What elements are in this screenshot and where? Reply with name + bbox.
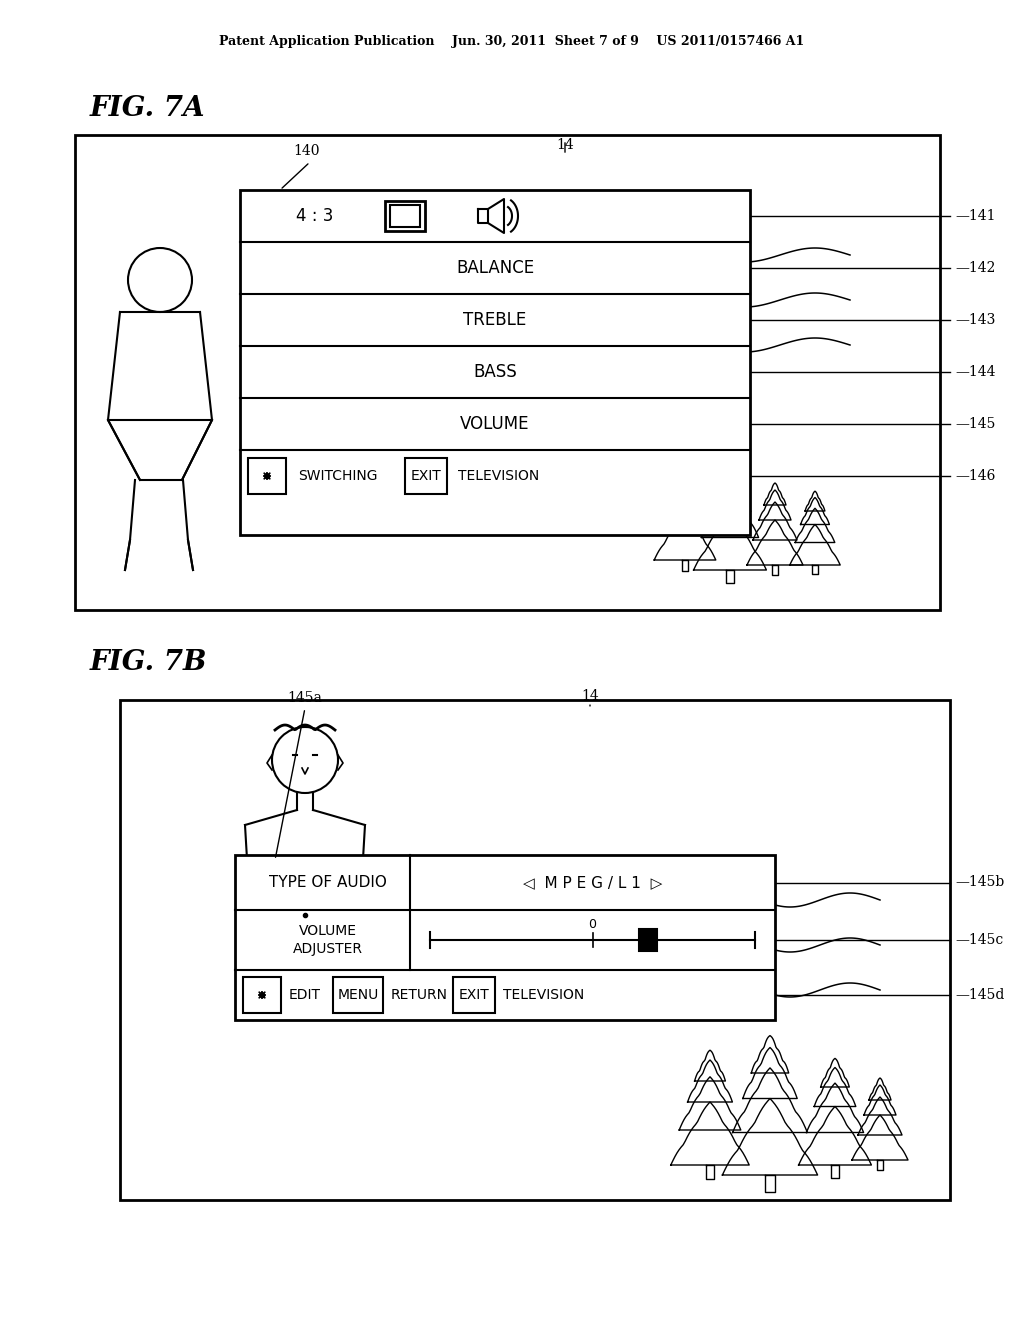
- Text: VOLUME
ADJUSTER: VOLUME ADJUSTER: [293, 924, 362, 956]
- Text: —141: —141: [955, 209, 995, 223]
- Text: FIG. 7A: FIG. 7A: [90, 95, 206, 121]
- Text: —145: —145: [955, 417, 995, 432]
- Text: FIG. 7B: FIG. 7B: [90, 648, 208, 676]
- Text: —144: —144: [955, 366, 995, 379]
- Text: 140: 140: [294, 144, 321, 158]
- Text: TREBLE: TREBLE: [464, 312, 526, 329]
- Text: —146: —146: [955, 469, 995, 483]
- Text: EDIT: EDIT: [289, 987, 321, 1002]
- Text: SWITCHING: SWITCHING: [298, 469, 378, 483]
- Bar: [290, 908, 319, 923]
- Bar: [234, 855, 775, 1020]
- Text: EXIT: EXIT: [411, 469, 441, 483]
- Text: VOLUME: VOLUME: [460, 414, 529, 433]
- Bar: [453, 977, 495, 1012]
- Text: EXIT: EXIT: [459, 987, 489, 1002]
- Text: TYPE OF AUDIO: TYPE OF AUDIO: [268, 875, 386, 890]
- Text: ◁  M P E G / L 1  ▷: ◁ M P E G / L 1 ▷: [523, 875, 663, 890]
- Bar: [333, 977, 383, 1012]
- Text: BASS: BASS: [473, 363, 517, 381]
- Text: TELEVISION: TELEVISION: [503, 987, 585, 1002]
- Bar: [406, 458, 447, 494]
- Text: 4 : 3: 4 : 3: [296, 207, 334, 224]
- Bar: [120, 700, 950, 1200]
- Text: 14: 14: [556, 139, 573, 152]
- Text: BALANCE: BALANCE: [456, 259, 535, 277]
- Bar: [243, 977, 281, 1012]
- Text: 145a: 145a: [288, 690, 323, 705]
- Bar: [639, 929, 656, 950]
- Text: —145b: —145b: [955, 875, 1005, 890]
- Text: —142: —142: [955, 261, 995, 275]
- Bar: [385, 201, 425, 231]
- Text: —145c: —145c: [955, 933, 1004, 946]
- Text: —143: —143: [955, 313, 995, 327]
- Text: MENU: MENU: [337, 987, 379, 1002]
- Text: 0: 0: [589, 919, 597, 932]
- Bar: [75, 135, 940, 610]
- Bar: [248, 458, 286, 494]
- Text: —145d: —145d: [955, 987, 1005, 1002]
- Text: Patent Application Publication    Jun. 30, 2011  Sheet 7 of 9    US 2011/0157466: Patent Application Publication Jun. 30, …: [219, 36, 805, 49]
- Bar: [240, 190, 750, 535]
- Bar: [390, 205, 420, 227]
- Text: 14: 14: [582, 689, 599, 704]
- Text: RETURN: RETURN: [391, 987, 449, 1002]
- Text: TELEVISION: TELEVISION: [458, 469, 540, 483]
